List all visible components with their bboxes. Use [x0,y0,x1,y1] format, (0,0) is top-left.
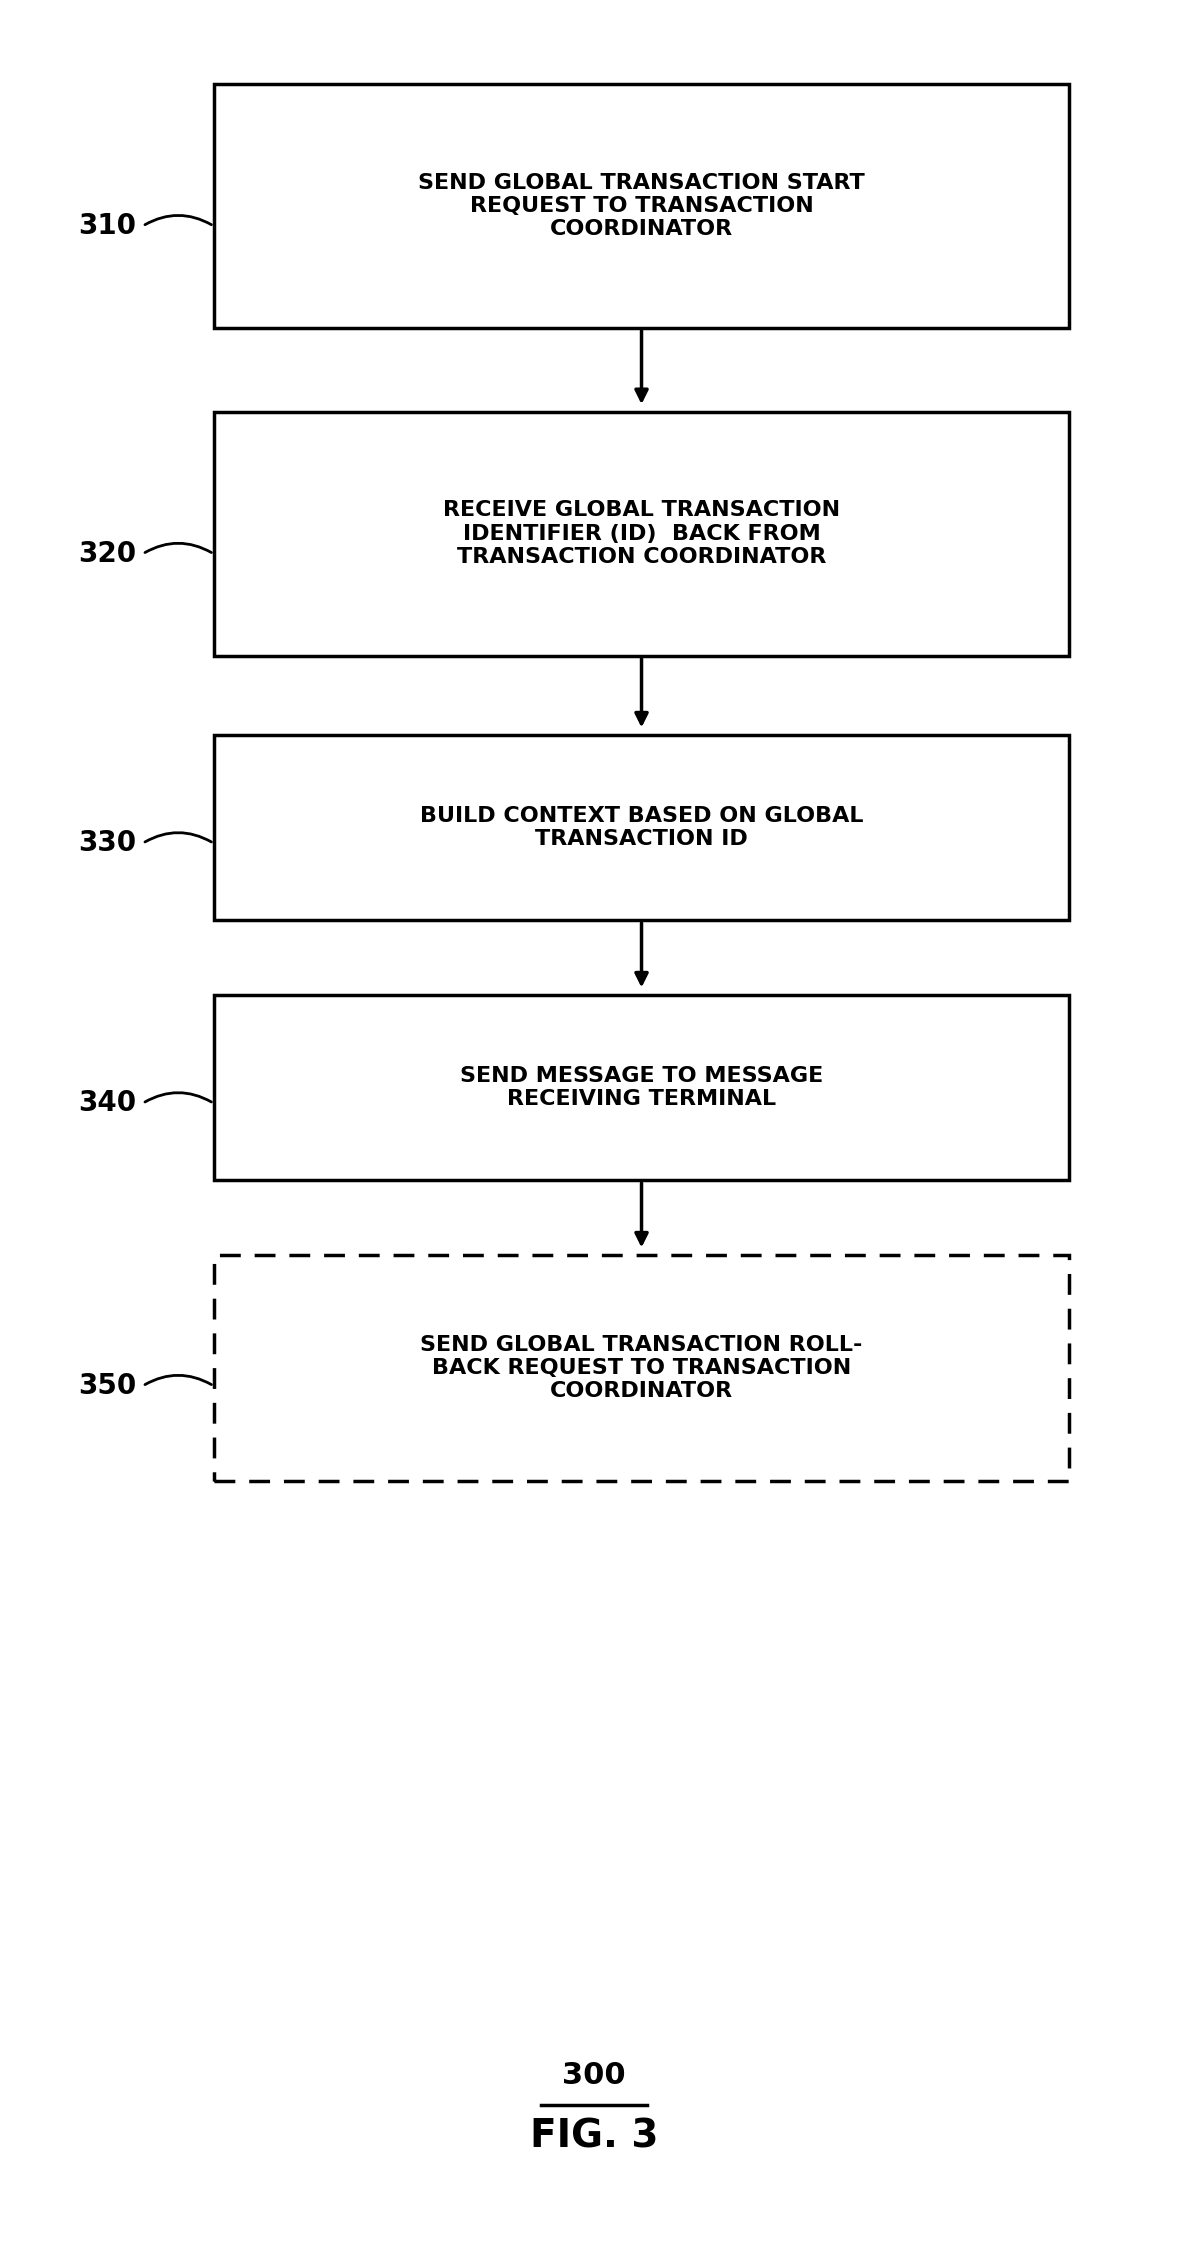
Text: 310: 310 [78,213,135,240]
Text: 340: 340 [78,1090,135,1117]
Text: SEND GLOBAL TRANSACTION START
REQUEST TO TRANSACTION
COORDINATOR: SEND GLOBAL TRANSACTION START REQUEST TO… [418,172,865,240]
Text: SEND MESSAGE TO MESSAGE
RECEIVING TERMINAL: SEND MESSAGE TO MESSAGE RECEIVING TERMIN… [460,1065,823,1110]
Text: FIG. 3: FIG. 3 [530,2119,658,2155]
Bar [214,995,1069,1180]
Text: RECEIVE GLOBAL TRANSACTION
IDENTIFIER (ID)  BACK FROM
TRANSACTION COORDINATOR: RECEIVE GLOBAL TRANSACTION IDENTIFIER (I… [443,500,840,568]
Bar [214,84,1069,328]
Text: 350: 350 [77,1372,137,1400]
Text: 330: 330 [78,830,135,857]
Text: BUILD CONTEXT BASED ON GLOBAL
TRANSACTION ID: BUILD CONTEXT BASED ON GLOBAL TRANSACTIO… [419,805,864,850]
Bar [214,735,1069,920]
Text: SEND GLOBAL TRANSACTION ROLL-
BACK REQUEST TO TRANSACTION
COORDINATOR: SEND GLOBAL TRANSACTION ROLL- BACK REQUE… [421,1334,862,1402]
Text: 320: 320 [78,540,135,568]
Bar [214,412,1069,656]
Text: 300: 300 [562,2062,626,2089]
Bar [214,1255,1069,1481]
